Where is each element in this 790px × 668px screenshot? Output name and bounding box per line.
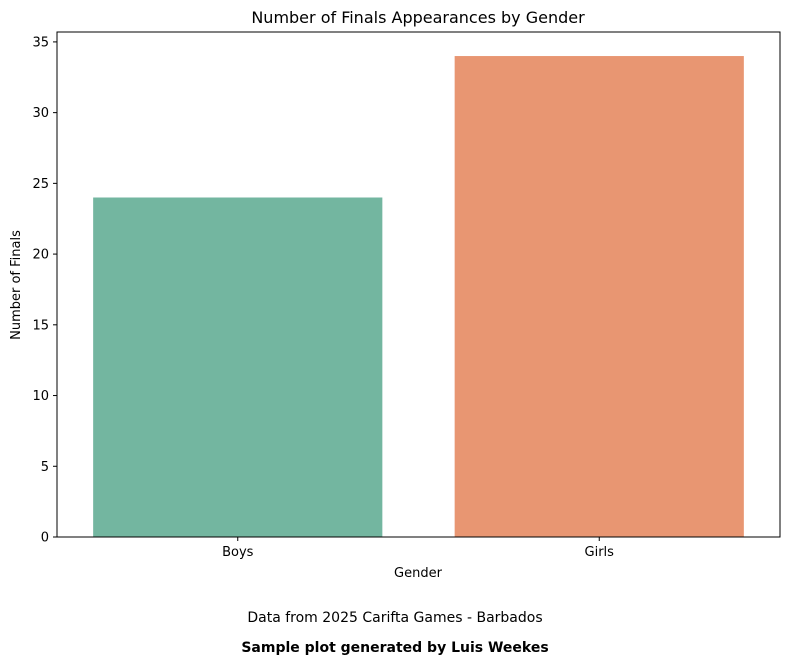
y-axis-label: Number of Finals (9, 230, 24, 340)
y-tick-label: 25 (32, 177, 49, 192)
data-source-caption: Data from 2025 Carifta Games - Barbados (247, 610, 543, 626)
chart-title: Number of Finals Appearances by Gender (251, 8, 585, 27)
y-tick-label: 15 (32, 318, 49, 333)
author-credit: Sample plot generated by Luis Weekes (241, 640, 549, 656)
plot-area (93, 56, 744, 538)
y-tick-label: 20 (32, 248, 49, 263)
bar-boys (93, 197, 383, 537)
y-tick-label: 5 (41, 460, 49, 475)
y-tick-label: 30 (32, 106, 49, 121)
x-tick-label: Boys (222, 545, 254, 560)
y-axis: 0 5 10 15 20 25 30 35 (32, 35, 57, 546)
x-tick-label: Girls (585, 545, 615, 560)
bar-chart: Number of Finals Appearances by Gender B… (9, 8, 781, 581)
y-tick-label: 0 (41, 531, 49, 546)
y-tick-label: 10 (32, 389, 49, 404)
y-tick-label: 35 (32, 35, 49, 50)
plot-frame (56, 31, 781, 538)
x-axis-label: Gender (394, 566, 443, 581)
x-axis: Boys Girls (222, 537, 614, 560)
bar-girls (454, 56, 744, 538)
